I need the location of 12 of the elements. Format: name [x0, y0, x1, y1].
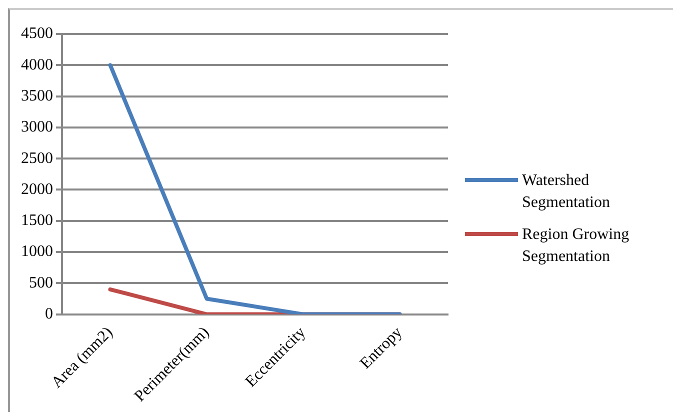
y-tick-label: 1000: [21, 243, 53, 260]
y-tick-label: 3000: [21, 118, 53, 136]
legend-label: Region Growing Segmentation: [522, 225, 630, 267]
y-tick-label: 3500: [21, 87, 53, 104]
y-tick-label: 4000: [21, 56, 53, 74]
y-tick-label: 2000: [21, 180, 53, 198]
y-tick-label: 500: [29, 274, 53, 292]
legend-label: Watershed Segmentation: [522, 171, 611, 213]
y-tick-label: 4500: [21, 25, 53, 42]
y-tick-label: 0: [45, 306, 53, 323]
y-tick-label: 1500: [21, 212, 53, 230]
y-tick-label: 2500: [21, 150, 53, 167]
